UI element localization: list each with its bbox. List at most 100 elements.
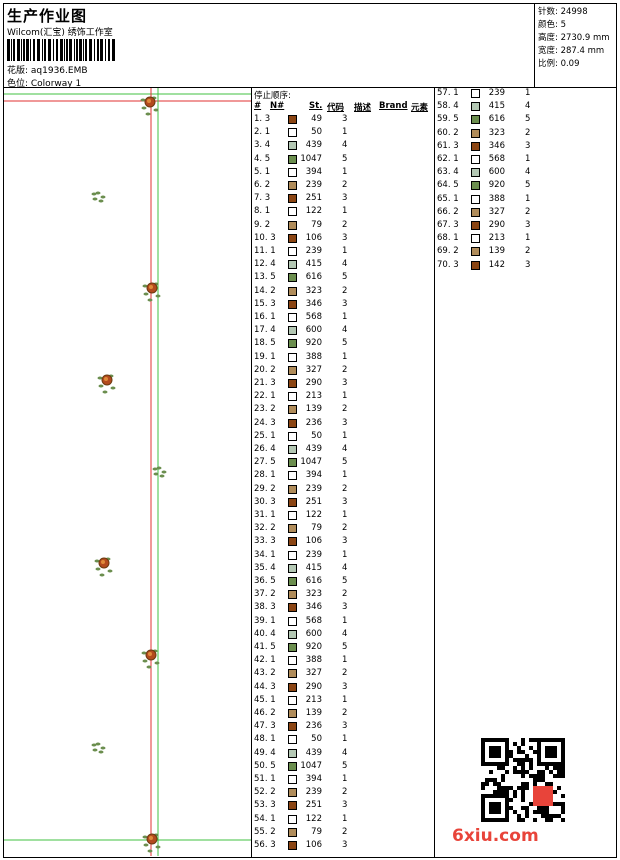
stop-st: 5 [525,180,531,191]
stop-row: 46. 2 139 2 [254,708,434,721]
stop-number: 44. 3 [254,681,276,692]
stop-row: 52. 2 239 2 [254,787,434,800]
stop-number: 60. 2 [437,127,459,138]
color-swatch [471,128,480,138]
thread-code: 323 [305,589,322,600]
thread-code: 920 [305,642,322,652]
thread-code: 388 [488,193,505,204]
column-divider [434,88,435,857]
stop-number: 7. 3 [254,193,271,204]
stop-number: 14. 2 [254,285,276,296]
stop-number: 55. 2 [254,826,276,837]
stop-st: 1 [342,549,348,560]
stop-row: 56. 3 106 3 [254,840,434,853]
color-swatch [288,827,297,837]
thread-code: 568 [488,154,505,164]
stop-row: 51. 1 394 1 [254,774,434,787]
stop-number: 63. 4 [437,167,459,178]
stop-number: 35. 4 [254,562,276,573]
stop-row: 29. 2 239 2 [254,484,434,497]
stop-row: 13. 5 616 5 [254,272,434,285]
stop-row: 11. 1 239 1 [254,246,434,259]
color-swatch [288,577,297,586]
stop-st: 3 [342,496,348,507]
col-header-desc: 描述 [354,103,372,113]
thread-code: 327 [305,364,322,375]
stop-number: 51. 1 [254,774,276,784]
color-swatch [288,313,297,322]
stop-st: 5 [342,338,348,349]
thread-code: 394 [305,774,322,784]
stop-number: 34. 1 [254,549,276,560]
stop-number: 24. 3 [254,417,276,428]
thread-code: 327 [305,668,322,679]
stop-st: 3 [525,140,531,151]
stop-st: 1 [342,774,348,784]
stop-row: 42. 1 388 1 [254,655,434,668]
stop-number: 53. 3 [254,800,276,811]
stop-st: 1 [342,615,348,626]
stop-number: 15. 3 [254,298,276,309]
thread-code: 346 [305,298,322,309]
stop-number: 28. 1 [254,470,276,481]
color-swatch [288,563,297,573]
stop-row: 63. 4 600 4 [437,167,617,180]
stop-st: 2 [342,708,348,718]
color-swatch [288,616,297,626]
stop-row: 47. 3 236 3 [254,721,434,734]
stop-st: 1 [342,166,348,177]
stop-number: 39. 1 [254,615,276,626]
color-swatch [288,801,297,811]
color-swatch [471,115,480,125]
stop-number: 58. 4 [437,101,459,112]
color-swatch [288,260,297,270]
thread-code: 568 [305,312,322,322]
stop-st: 5 [342,272,348,283]
thread-code: 106 [305,536,322,547]
stop-number: 17. 4 [254,325,276,336]
stop-row: 44. 3 290 3 [254,682,434,695]
stop-number: 3. 4 [254,140,271,151]
stop-row: 5. 1 394 1 [254,167,434,180]
page-title: 生产作业图 [7,7,88,25]
stop-number: 46. 2 [254,708,276,718]
stop-number: 8. 1 [254,206,271,217]
stop-st: 1 [342,655,348,666]
stop-number: 36. 5 [254,576,276,586]
stop-st: 5 [342,576,348,586]
stop-number: 18. 5 [254,338,276,349]
color-swatch [288,154,297,164]
stop-st: 2 [342,285,348,296]
color-swatch [288,471,297,481]
thread-code: 920 [305,338,322,349]
thread-code: 122 [305,510,322,520]
stop-st: 1 [525,88,531,98]
stop-st: 4 [342,562,348,573]
stop-number: 30. 3 [254,496,276,507]
colorway-label: 色位: Colorway 1 [7,79,82,89]
thread-code: 346 [305,602,322,613]
color-swatch [471,141,480,151]
color-swatch [288,788,297,798]
thread-code: 600 [305,628,322,639]
color-swatch [288,682,297,692]
stop-st: 1 [342,206,348,217]
thread-code: 139 [305,404,322,415]
stop-row: 30. 3 251 3 [254,497,434,510]
site-logo: 6xiu.com [452,826,539,846]
stop-st: 1 [342,510,348,520]
color-swatch [288,365,297,375]
stop-st: 2 [342,404,348,415]
thread-code: 50 [311,430,322,441]
stop-sequence-title: 停止顺序: [254,91,291,101]
stop-number: 25. 1 [254,430,276,441]
color-swatch [288,326,297,336]
design-scale: 比例: 0.09 [538,59,580,69]
thread-code: 236 [305,721,322,732]
stop-st: 1 [525,233,531,244]
color-swatch [288,220,297,230]
thread-code: 600 [488,167,505,178]
thread-code: 388 [305,655,322,666]
thread-code: 142 [488,259,505,270]
stop-number: 69. 2 [437,246,459,257]
